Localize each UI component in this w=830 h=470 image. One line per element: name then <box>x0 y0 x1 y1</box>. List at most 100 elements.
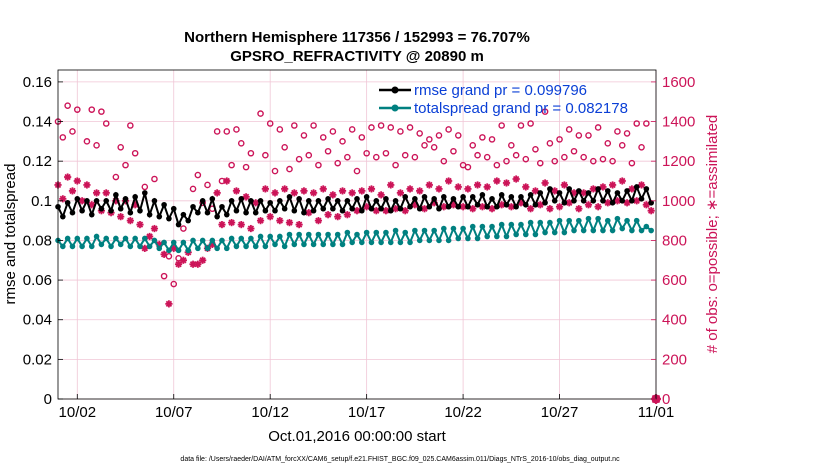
totalspread-point <box>305 231 312 238</box>
rmse-point <box>334 198 341 204</box>
rmse-point <box>489 196 495 202</box>
totalspread-point <box>532 231 539 238</box>
assimilated-obs-point <box>73 177 81 185</box>
possible-obs-point <box>517 122 525 129</box>
totalspread-point <box>79 243 85 250</box>
plot-frame <box>57 69 657 400</box>
rmse-point <box>151 198 158 204</box>
rmse-point <box>392 198 399 204</box>
assimilated-obs-point <box>493 177 501 185</box>
y-tick-label-left: 0.14 <box>23 114 52 131</box>
totalspread-point <box>103 235 110 242</box>
totalspread-point <box>315 231 322 238</box>
legend: rmse grand pr = 0.099796 totalspread gra… <box>379 82 628 117</box>
rmse-point <box>166 215 172 222</box>
assimilated-obs-point <box>252 199 260 207</box>
totalspread-point <box>460 225 466 232</box>
possible-obs-point <box>387 124 395 131</box>
rmse-point <box>228 198 235 204</box>
assimilated-obs-point <box>435 185 443 193</box>
possible-obs-point <box>594 124 602 131</box>
possible-obs-point <box>618 142 626 149</box>
possible-obs-point <box>281 143 288 151</box>
assimilated-obs-point <box>92 189 101 197</box>
possible-obs-point <box>112 173 120 181</box>
assimilated-obs-point <box>319 185 327 193</box>
rmse-point <box>604 188 611 194</box>
totalspread-point <box>238 235 245 242</box>
x-tick-label: 10/17 <box>348 404 386 421</box>
assimilated-obs-point <box>406 185 414 193</box>
possible-obs-point <box>445 126 452 133</box>
possible-obs-point <box>633 120 641 127</box>
totalspread-point <box>296 231 302 238</box>
totalspread-point <box>180 239 187 246</box>
assimilated-obs-point <box>126 217 134 225</box>
totalspread-point <box>402 229 409 236</box>
assimilated-obs-point <box>642 201 650 209</box>
totalspread-point <box>542 229 548 236</box>
rmse-point <box>421 194 428 200</box>
rmse-point <box>64 199 71 206</box>
totalspread-point <box>175 247 182 254</box>
rmse-point <box>551 198 558 204</box>
totalspread-point <box>426 237 433 244</box>
series-layer <box>54 102 661 404</box>
possible-obs-point <box>189 185 197 193</box>
assimilated-obs-point <box>647 207 655 215</box>
possible-obs-point <box>643 120 650 127</box>
rmse-point <box>204 209 211 216</box>
totalspread-point <box>334 231 341 238</box>
rmse-point <box>368 205 375 212</box>
possible-obs-point <box>372 153 380 161</box>
assimilated-obs-point <box>541 179 549 187</box>
assimilated-obs-point <box>555 203 564 211</box>
assimilated-obs-point <box>343 211 351 219</box>
possible-obs-point <box>319 134 327 141</box>
rmse-point <box>325 196 331 202</box>
possible-obs-point <box>585 132 592 139</box>
totalspread-point <box>508 221 515 228</box>
possible-obs-point <box>392 161 399 169</box>
possible-obs-point <box>194 171 202 179</box>
assimilated-obs-point <box>329 191 337 199</box>
possible-obs-point <box>300 132 308 139</box>
totalspread-point <box>146 243 153 250</box>
possible-obs-point <box>266 120 274 127</box>
rmse-point <box>441 194 447 200</box>
x-tick-label: 10/12 <box>251 404 289 421</box>
rmse-point <box>445 203 452 210</box>
possible-obs-point <box>122 161 129 169</box>
possible-obs-point <box>69 128 76 135</box>
rmse-line <box>57 184 653 228</box>
possible-obs-point <box>59 134 67 141</box>
possible-obs-point <box>223 128 231 135</box>
rmse-point <box>373 198 380 204</box>
rmse-point <box>431 196 437 202</box>
possible-obs-point <box>276 126 284 133</box>
rmse-point <box>576 188 582 194</box>
possible-obs-point <box>570 147 578 155</box>
assimilated-obs-point <box>218 220 226 229</box>
assimilated-obs-point <box>232 187 241 195</box>
rmse-point <box>248 198 254 204</box>
possible-obs-point <box>73 106 81 113</box>
totalspread-point <box>421 227 428 234</box>
possible-obs-point <box>324 147 332 155</box>
totalspread-point <box>469 223 476 230</box>
assimilated-obs-point <box>247 224 255 233</box>
assimilated-obs-point <box>440 203 448 211</box>
possible-obs-point <box>556 136 563 143</box>
totalspread-point <box>522 231 529 238</box>
totalspread-point <box>233 243 240 250</box>
rmse-point <box>522 201 529 208</box>
totalspread-point <box>503 233 510 240</box>
rmse-point <box>479 192 486 198</box>
assimilated-obs-point <box>160 250 168 258</box>
rmse-point <box>233 207 240 214</box>
rmse-point <box>397 205 404 212</box>
rmse-point <box>262 207 269 214</box>
possible-obs-point <box>421 142 428 149</box>
assimilated-obs-point <box>473 181 482 189</box>
assimilated-obs-point <box>488 205 496 213</box>
